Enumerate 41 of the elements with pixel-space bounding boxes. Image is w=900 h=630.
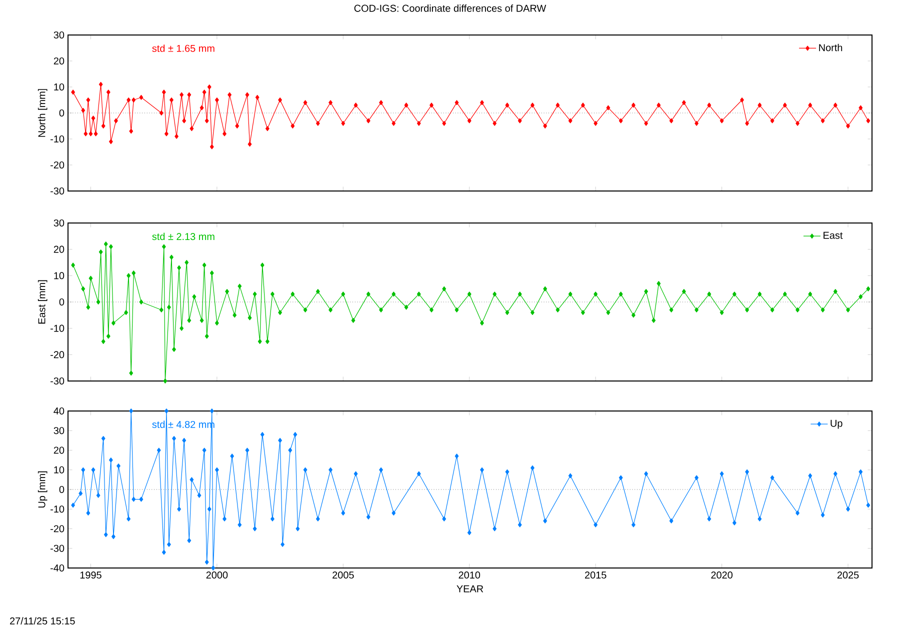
y-tick-label: 10 bbox=[54, 272, 64, 280]
y-tick-label: 20 bbox=[54, 446, 64, 454]
y-tick-label: 0 bbox=[59, 298, 64, 306]
y-tick-label: -10 bbox=[50, 135, 64, 143]
y-tick-label: 30 bbox=[54, 427, 64, 434]
y-tick-label: 0 bbox=[59, 486, 64, 494]
y-tick-label: 10 bbox=[54, 83, 64, 91]
y-tick-label: 30 bbox=[54, 31, 64, 39]
chart-title: COD-IGS: Coordinate differences of DARW bbox=[354, 4, 546, 12]
x-axis-title: YEAR bbox=[456, 585, 484, 592]
y-tick-label: 30 bbox=[54, 219, 64, 227]
x-tick-label: 2025 bbox=[837, 572, 859, 579]
y-tick-label: 0 bbox=[59, 109, 64, 117]
x-tick-label: 1995 bbox=[80, 572, 102, 579]
y-tick-label: -20 bbox=[50, 525, 64, 532]
y-tick-label: -20 bbox=[50, 351, 64, 358]
x-tick-label: 2010 bbox=[458, 572, 480, 579]
x-tick-label: 2000 bbox=[206, 572, 228, 579]
y-tick-label: -30 bbox=[50, 377, 64, 385]
y-tick-label: -20 bbox=[50, 161, 64, 169]
y-tick-label: 40 bbox=[54, 407, 64, 415]
y-axis-title: Up [mm] bbox=[38, 471, 48, 508]
legend-label: East bbox=[824, 232, 843, 239]
y-tick-label: 10 bbox=[54, 466, 64, 474]
y-tick-label: -10 bbox=[50, 324, 64, 332]
y-tick-label: 20 bbox=[54, 57, 64, 65]
y-tick-label: -10 bbox=[50, 506, 64, 513]
y-tick-label: -30 bbox=[50, 544, 64, 552]
legend-label: Up bbox=[830, 420, 842, 429]
y-axis-title: North [mm] bbox=[38, 89, 48, 137]
annotation: std ± 2.13 mm bbox=[152, 232, 214, 240]
legend-label: North bbox=[819, 44, 842, 52]
annotation: std ± 1.65 mm bbox=[152, 44, 214, 52]
x-tick-label: 2015 bbox=[585, 572, 606, 579]
y-tick-label: -30 bbox=[50, 187, 64, 195]
x-tick-label: 2020 bbox=[711, 572, 733, 579]
text: 27/11/25 15:15 bbox=[10, 617, 75, 624]
y-tick-label: 20 bbox=[54, 246, 64, 253]
y-axis-title: East [mm] bbox=[38, 280, 48, 324]
x-tick-label: 2005 bbox=[332, 572, 354, 579]
y-tick-label: -40 bbox=[50, 564, 64, 572]
